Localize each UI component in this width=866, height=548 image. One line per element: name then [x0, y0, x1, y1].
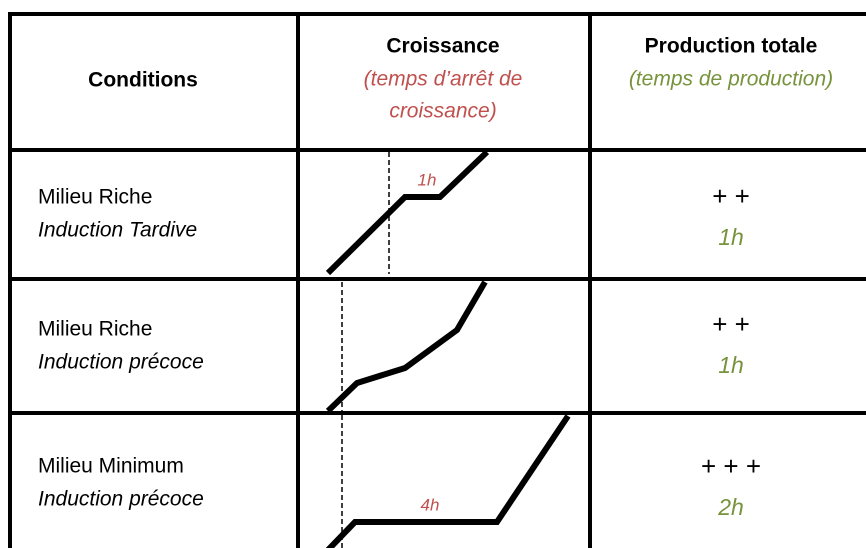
- production: + +: [712, 181, 750, 211]
- header-growth-note: (temps d’arrêt de: [364, 68, 523, 91]
- induction: Induction précoce: [38, 351, 204, 374]
- medium: Milieu Minimum: [38, 455, 184, 478]
- header-growth: Croissance: [386, 35, 499, 58]
- growth-label: 1h: [418, 170, 437, 189]
- growth-curve: [325, 280, 488, 414]
- production-time: 2h: [717, 494, 744, 520]
- production-time: 1h: [718, 224, 744, 250]
- induction: Induction Tardive: [38, 219, 197, 242]
- table-grid: [8, 12, 866, 548]
- growth-curve: [325, 149, 490, 276]
- production-time: 1h: [718, 352, 744, 378]
- medium: Milieu Riche: [38, 318, 152, 341]
- header-production-note: (temps de production): [629, 68, 833, 91]
- header-growth-note: croissance): [389, 100, 496, 123]
- growth-curve: [325, 414, 571, 548]
- growth-label: 4h: [421, 495, 440, 514]
- induction: Induction précoce: [38, 488, 204, 511]
- production: + + +: [701, 451, 761, 481]
- header-production: Production totale: [645, 35, 818, 58]
- header-conditions: Conditions: [88, 69, 198, 92]
- medium: Milieu Riche: [38, 186, 152, 209]
- production: + +: [712, 309, 750, 339]
